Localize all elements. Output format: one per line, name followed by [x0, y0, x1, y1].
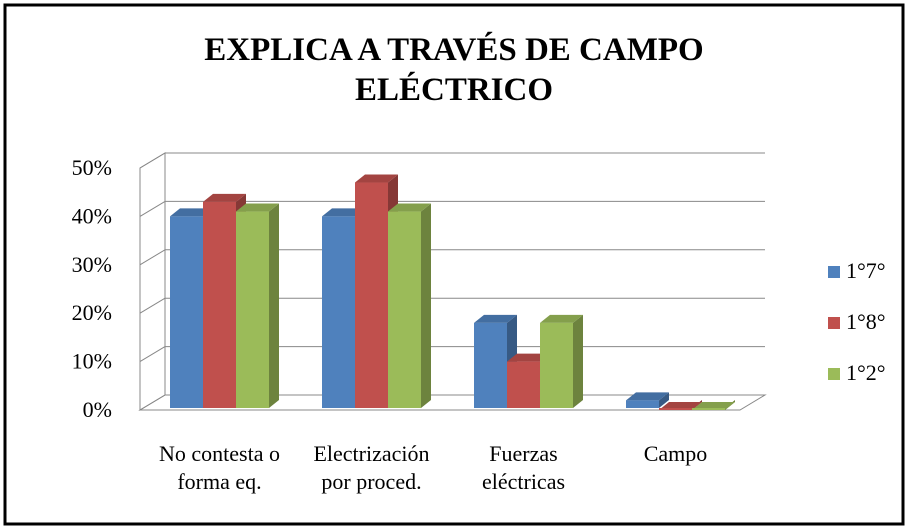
y-tick-label: 30% — [72, 252, 112, 277]
bar-top — [540, 314, 583, 323]
legend-label: 1°8° — [846, 309, 886, 334]
y-tick-label: 40% — [72, 203, 112, 228]
grid-line-side — [139, 297, 166, 314]
bar-front — [322, 216, 355, 408]
chart-title: EXPLICA A TRAVÉS DE CAMPO ELÉCTRICO — [204, 32, 704, 108]
side-wall — [139, 152, 166, 411]
bar-front — [236, 211, 269, 408]
bar-top — [236, 203, 279, 212]
bar-top — [203, 193, 246, 202]
bar — [540, 314, 583, 408]
legend-swatch — [828, 317, 840, 329]
bar-side — [421, 203, 431, 408]
grid-line-side — [139, 249, 166, 266]
legend-swatch — [828, 368, 840, 380]
bar-top — [626, 392, 669, 401]
legend-label: 1°2° — [846, 360, 886, 385]
grid-line-side — [139, 200, 166, 217]
bar-top — [355, 174, 398, 183]
bar-top — [322, 208, 365, 217]
y-tick-label: 20% — [72, 300, 112, 325]
bar-front — [170, 216, 203, 408]
x-tick-label: No contesta o forma eq. — [159, 441, 280, 494]
bar — [692, 400, 735, 410]
x-tick-label: Fuerzas eléctricas — [481, 441, 566, 494]
y-tick-label: 0% — [83, 397, 112, 422]
y-tick-label: 50% — [72, 155, 112, 180]
bar-top — [170, 208, 213, 217]
bar-front — [507, 361, 540, 408]
bar-front — [692, 408, 725, 410]
bar-top — [507, 353, 550, 362]
bar-front — [355, 182, 388, 408]
x-tick-label: Electrización por proced. — [313, 441, 430, 494]
bar-front — [388, 211, 421, 408]
bar-top — [388, 203, 431, 212]
bar-side — [659, 392, 669, 408]
bar-side — [269, 203, 279, 408]
grid-line-side — [139, 152, 166, 169]
legend-label: 1°7° — [846, 258, 886, 283]
bar — [388, 203, 431, 408]
bar-front — [540, 322, 573, 408]
legend-swatch — [828, 266, 840, 278]
bar-front — [474, 322, 507, 408]
bar-top — [474, 314, 517, 323]
x-tick-label: Campo — [643, 441, 708, 466]
bar — [626, 392, 669, 408]
bar-front — [626, 400, 659, 408]
bar-side — [573, 314, 583, 408]
grid-line-side — [139, 394, 166, 411]
bar-front — [659, 408, 692, 410]
bar — [236, 203, 279, 408]
bar — [659, 400, 702, 410]
bar-front — [203, 201, 236, 408]
grid-line-side — [139, 346, 166, 363]
y-tick-label: 10% — [72, 349, 112, 374]
